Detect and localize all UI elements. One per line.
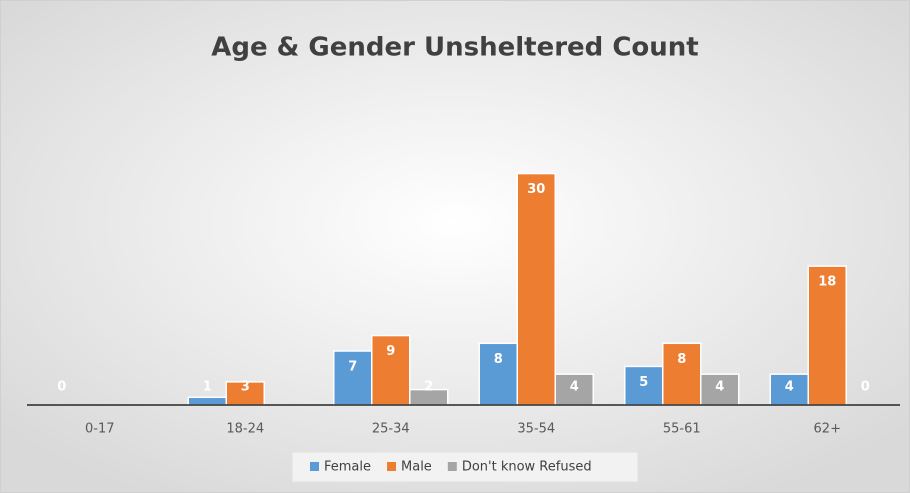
data-label: 8: [677, 352, 686, 367]
legend-swatch: [387, 462, 397, 471]
data-label: 7: [348, 360, 357, 375]
legend-label: Female: [324, 460, 371, 475]
chart-title: Age & Gender Unsheltered Count: [211, 33, 698, 63]
data-label: 0: [57, 380, 66, 395]
data-label: 4: [570, 380, 579, 395]
data-label: 8: [494, 352, 503, 367]
bar: [807, 265, 847, 406]
data-label: 18: [818, 275, 836, 290]
bar: [624, 365, 664, 406]
bar: [554, 373, 594, 406]
bar: [333, 350, 373, 406]
data-label: 30: [527, 182, 545, 197]
x-tick-label: 62+: [814, 422, 841, 437]
x-tick-label: 25-34: [372, 422, 410, 437]
data-label: 2: [424, 380, 433, 395]
bar: [187, 396, 227, 406]
x-tick-label: 0-17: [85, 422, 115, 437]
data-label: 9: [386, 344, 395, 359]
data-label: 4: [785, 380, 794, 395]
bar: [516, 172, 556, 406]
data-label: 3: [241, 380, 250, 395]
bar: [662, 342, 702, 406]
x-tick-label: 55-61: [663, 422, 701, 437]
data-label: 4: [715, 380, 724, 395]
legend-label: Male: [401, 460, 432, 475]
legend-box: [291, 451, 639, 483]
x-tick-label: 18-24: [226, 422, 264, 437]
legend-label: Don't know Refused: [462, 460, 592, 475]
data-label: 1: [203, 380, 212, 395]
bar: [700, 373, 740, 406]
data-label: 0: [861, 380, 870, 395]
data-label: 5: [639, 375, 648, 390]
bar: [371, 334, 411, 406]
x-tick-label: 35-54: [517, 422, 555, 437]
legend-swatch: [310, 462, 319, 471]
legend-swatch: [447, 462, 457, 471]
